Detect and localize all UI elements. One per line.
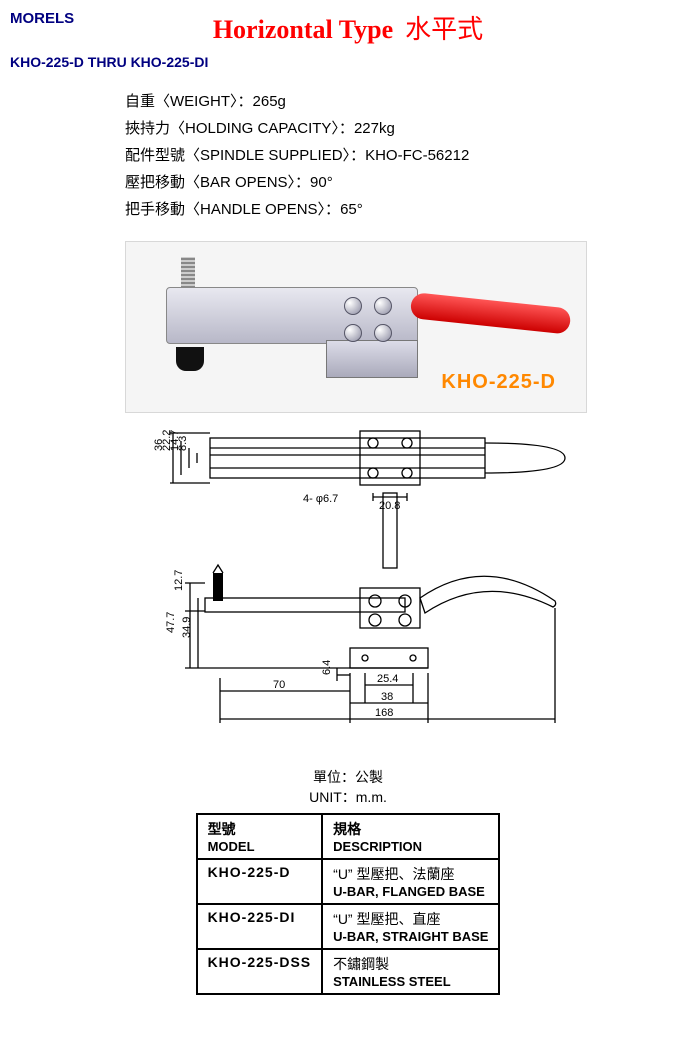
desc-cn: 不鏽鋼製 xyxy=(333,954,488,974)
dim-label: 12.7 xyxy=(173,570,185,591)
technical-drawing: 36 22.2 14.7 8.3 4- φ6.7 20.8 12.7 34.9 … xyxy=(125,423,585,763)
dim-label: 8.3 xyxy=(177,436,189,451)
spec-value: 227kg xyxy=(354,120,395,137)
unit-cn: 單位：公製 xyxy=(10,767,686,787)
rivet-icon xyxy=(374,297,392,315)
spec-row: 自重〈WEIGHT〉：265g xyxy=(125,88,686,115)
clamp-handle-icon xyxy=(410,292,572,335)
spec-value: KHO-FC-56212 xyxy=(365,147,469,164)
dim-label: 6.4 xyxy=(321,660,333,675)
desc-cn: “U” 型壓把、法蘭座 xyxy=(333,864,488,884)
spec-row: 把手移動〈HANDLE OPENS〉：65° xyxy=(125,196,686,223)
header-en: MODEL xyxy=(208,839,312,854)
clamp-base-icon xyxy=(326,340,418,378)
table-row: KHO-225-DSS 不鏽鋼製 STAINLESS STEEL xyxy=(197,949,500,994)
spec-row: 配件型號〈SPINDLE SUPPLIED〉：KHO-FC-56212 xyxy=(125,142,686,169)
model-range-subtitle: KHO-225-D THRU KHO-225-DI xyxy=(10,54,686,70)
spec-row: 挾持力〈HOLDING CAPACITY〉：227kg xyxy=(125,115,686,142)
dim-label: 4- φ6.7 xyxy=(303,493,338,505)
dim-label: 38 xyxy=(381,691,393,703)
desc-en: U-BAR, STRAIGHT BASE xyxy=(333,929,488,944)
spec-value: 90° xyxy=(310,174,333,191)
model-code: KHO-225-DSS xyxy=(197,949,323,994)
table-row: KHO-225-D “U” 型壓把、法蘭座 U-BAR, FLANGED BAS… xyxy=(197,859,500,904)
dim-label: 168 xyxy=(375,707,393,719)
dim-label: 70 xyxy=(273,679,285,691)
title-cn: 水平式 xyxy=(405,15,483,44)
spec-label: 配件型號〈SPINDLE SUPPLIED〉 xyxy=(125,147,350,164)
model-desc: “U” 型壓把、直座 U-BAR, STRAIGHT BASE xyxy=(322,904,499,949)
rivet-icon xyxy=(344,297,362,315)
spec-label: 挾持力〈HOLDING CAPACITY〉 xyxy=(125,120,339,137)
col-model-header: 型號 MODEL xyxy=(197,814,323,859)
rivet-icon xyxy=(374,324,392,342)
spec-label: 壓把移動〈BAR OPENS〉 xyxy=(125,174,295,191)
model-code: KHO-225-DI xyxy=(197,904,323,949)
col-desc-header: 規格 DESCRIPTION xyxy=(322,814,499,859)
spec-label: 自重〈WEIGHT〉 xyxy=(125,93,238,110)
model-desc: 不鏽鋼製 STAINLESS STEEL xyxy=(322,949,499,994)
spec-label: 把手移動〈HANDLE OPENS〉 xyxy=(125,201,325,218)
desc-en: STAINLESS STEEL xyxy=(333,974,488,989)
header-cn: 規格 xyxy=(333,819,488,839)
drawing-svg xyxy=(125,423,585,763)
table-header-row: 型號 MODEL 規格 DESCRIPTION xyxy=(197,814,500,859)
header-en: DESCRIPTION xyxy=(333,839,488,854)
model-desc: “U” 型壓把、法蘭座 U-BAR, FLANGED BASE xyxy=(322,859,499,904)
model-code: KHO-225-D xyxy=(197,859,323,904)
dim-label: 25.4 xyxy=(377,673,398,685)
desc-en: U-BAR, FLANGED BASE xyxy=(333,884,488,899)
spec-row: 壓把移動〈BAR OPENS〉：90° xyxy=(125,169,686,196)
table-row: KHO-225-DI “U” 型壓把、直座 U-BAR, STRAIGHT BA… xyxy=(197,904,500,949)
product-photo: KHO-225-D xyxy=(125,241,587,413)
rivet-icon xyxy=(344,324,362,342)
model-table: 型號 MODEL 規格 DESCRIPTION KHO-225-D “U” 型壓… xyxy=(196,813,501,995)
spec-value: 65° xyxy=(340,201,363,218)
spec-list: 自重〈WEIGHT〉：265g 挾持力〈HOLDING CAPACITY〉：22… xyxy=(125,88,686,223)
header-cn: 型號 xyxy=(208,819,312,839)
unit-en: UNIT：m.m. xyxy=(10,787,686,807)
clamp-tip-icon xyxy=(176,347,204,371)
desc-cn: “U” 型壓把、直座 xyxy=(333,909,488,929)
spec-value: 265g xyxy=(253,93,286,110)
dim-label: 34.9 xyxy=(181,617,193,638)
title-en: Horizontal Type xyxy=(213,15,393,44)
photo-model-label: KHO-225-D xyxy=(441,371,556,394)
dim-label: 47.7 xyxy=(165,612,177,633)
page-title: Horizontal Type 水平式 xyxy=(10,9,686,46)
dim-label: 20.8 xyxy=(379,500,400,512)
unit-note: 單位：公製 UNIT：m.m. xyxy=(10,767,686,807)
